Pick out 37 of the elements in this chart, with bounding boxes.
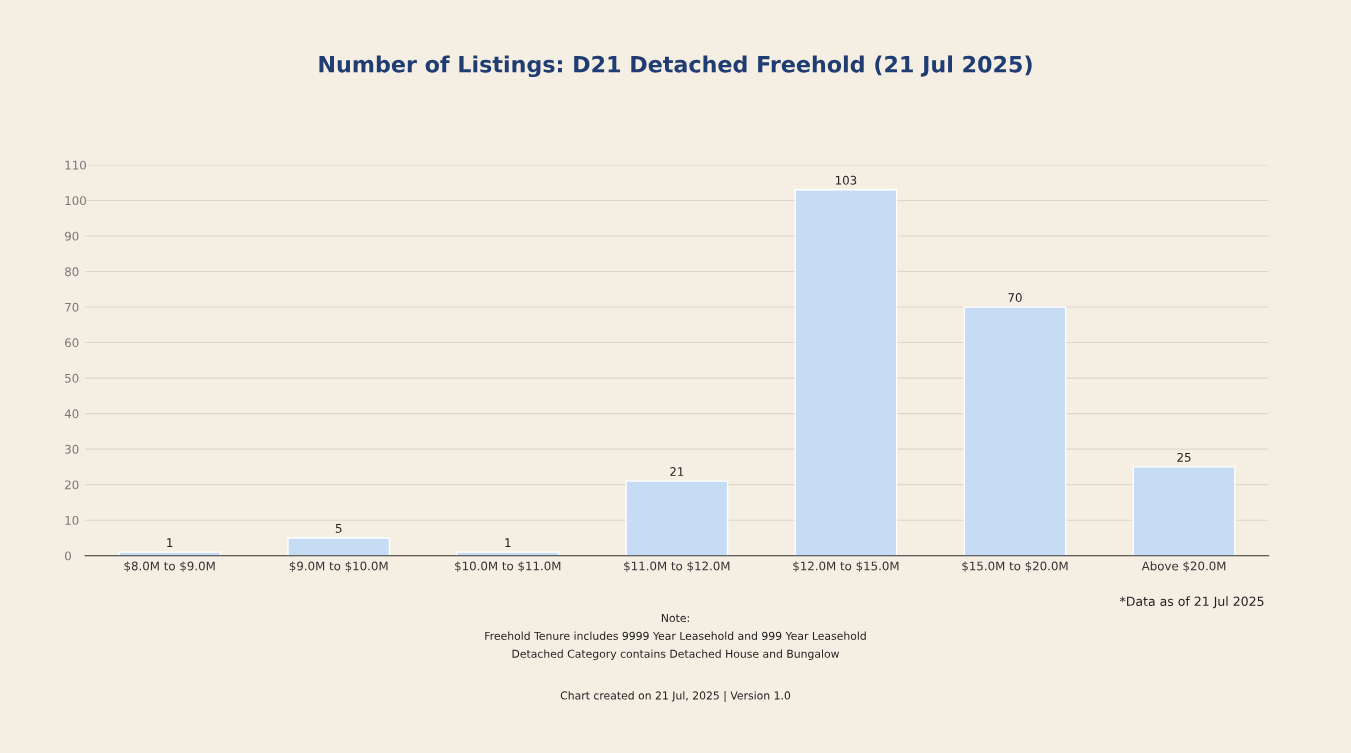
bar xyxy=(287,537,391,556)
bar xyxy=(1132,466,1236,556)
x-tick-label: $15.0M to $20.0M xyxy=(962,561,1068,572)
y-tick-label: 110 xyxy=(65,160,86,170)
bar xyxy=(963,306,1067,556)
y-tick-label: 70 xyxy=(65,302,79,312)
data-label: 5 xyxy=(335,524,342,533)
x-tick-label: $11.0M to $12.0M xyxy=(624,561,730,572)
y-tick-label: 100 xyxy=(65,196,86,206)
y-tick-label: 10 xyxy=(65,515,79,525)
text: *Data as of 21 Jul 2025 xyxy=(1119,596,1264,609)
x-tick-label: Above $20.0M xyxy=(1141,561,1226,572)
x-tick-label: $10.0M to $11.0M xyxy=(455,561,561,572)
x-tick-label: $8.0M to $9.0M xyxy=(124,561,215,572)
chart-title: Number of Listings: D21 Detached Freehold (21 Jul 2025) xyxy=(319,55,1032,78)
y-tick-label: 90 xyxy=(64,231,79,241)
data-label: 1 xyxy=(167,538,173,547)
x-tick-label: $12.0M to $15.0M xyxy=(793,561,899,572)
bar xyxy=(794,189,898,556)
y-tick-label: 20 xyxy=(65,480,79,490)
y-tick-label: 40 xyxy=(64,409,79,419)
bar xyxy=(118,551,222,556)
x-tick-label: $9.0M to $10.0M xyxy=(289,561,388,572)
y-tick-label: 80 xyxy=(65,267,79,277)
y-tick-label: 0 xyxy=(65,551,71,561)
data-label: 25 xyxy=(1177,452,1191,462)
y-tick-label: 50 xyxy=(65,373,79,383)
bar xyxy=(625,480,729,556)
data-label: 1 xyxy=(505,538,511,547)
text: Chart created on 21 Jul, 2025 | Version 1.0 xyxy=(560,691,791,702)
text: Note: Freehold Tenure includes 9999 Year Leasehold and 999 Year Leasehold Detached Category contains Detached House and Bungalow xyxy=(485,614,866,660)
data-label: 103 xyxy=(835,175,857,185)
bar xyxy=(456,551,560,556)
y-tick-label: 60 xyxy=(65,338,79,348)
data-label: 70 xyxy=(1008,293,1022,302)
data-label: 21 xyxy=(670,467,684,476)
y-tick-label: 30 xyxy=(65,444,79,454)
